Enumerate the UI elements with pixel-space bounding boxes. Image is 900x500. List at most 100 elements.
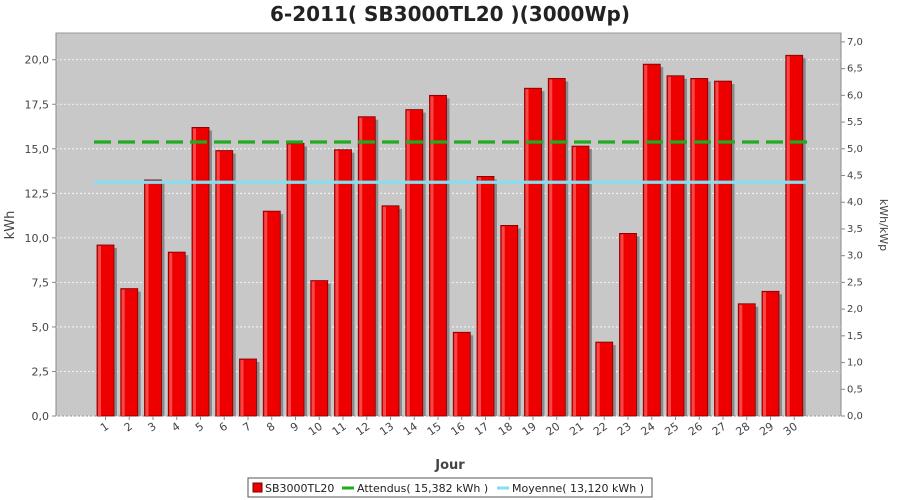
x-tick-label: 17: [472, 420, 491, 439]
x-tick-label: 27: [710, 420, 729, 439]
x-tick-label: 1: [98, 420, 111, 435]
x-axis-label: Jour: [434, 458, 465, 473]
x-tick-label: 14: [401, 420, 420, 439]
y2-tick-label: 5,0: [847, 144, 863, 155]
legend-bar-label: SB3000TL20: [265, 482, 334, 495]
y2-tick-label: 2,5: [847, 277, 863, 288]
x-tick-label: 26: [686, 420, 705, 439]
legend-attendus-label: Attendus( 15,382 kWh ): [357, 482, 488, 495]
bar-highlight: [240, 359, 244, 416]
bar-highlight: [216, 151, 220, 417]
bar-highlight: [193, 128, 196, 417]
x-tick-label: 23: [615, 420, 634, 439]
y-tick-label: 15,0: [25, 143, 50, 156]
bar-highlight: [715, 82, 719, 417]
y2-tick-label: 6,5: [847, 64, 863, 75]
x-tick-label: 19: [520, 420, 539, 439]
y-tick-label: 20,0: [25, 54, 50, 67]
x-tick-label: 29: [757, 420, 776, 439]
bar-highlight: [145, 180, 149, 416]
x-tick-label: 10: [306, 420, 325, 439]
x-tick-label: 4: [169, 420, 182, 435]
y-tick-label: 12,5: [25, 187, 50, 200]
y2-tick-label: 4,5: [847, 171, 863, 182]
y2-tick-label: 1,5: [847, 331, 863, 342]
x-tick-label: 15: [425, 420, 444, 439]
bar-highlight: [786, 56, 790, 416]
x-tick-label: 9: [288, 420, 301, 435]
y2-axis-ticks: 0,0 0,5 1,0 1,5 2,0 2,5 3,0 3,5 4,0 4,5 5,0 5,5 6,0 6…: [841, 37, 863, 422]
legend-bar-swatch: [252, 482, 263, 493]
bar-highlight: [335, 150, 339, 416]
bar-highlight: [430, 96, 434, 416]
y-tick-label: 2,5: [32, 365, 50, 378]
y2-tick-label: 6,0: [847, 90, 863, 101]
bar-highlight: [478, 177, 481, 416]
bar-highlight: [739, 304, 743, 416]
x-tick-label: 7: [241, 420, 254, 435]
y-tick-label: 5,0: [32, 321, 50, 334]
x-tick-label: 12: [354, 420, 373, 439]
x-tick-label: 2: [122, 420, 135, 435]
y2-tick-label: 4,0: [847, 197, 863, 208]
x-axis-ticks: 1 2 3 4 5 6 7 8 9 10 11 12 13 14 15 16 17 18 19 20 21 22 23 24 2…: [98, 416, 800, 438]
bar-highlight: [691, 79, 695, 416]
y-tick-label: 10,0: [25, 232, 50, 245]
bar-highlight: [573, 147, 576, 417]
y2-tick-label: 5,5: [847, 117, 863, 128]
y2-tick-label: 2,0: [847, 304, 863, 315]
bar-highlight: [454, 333, 458, 416]
x-tick-label: 5: [193, 420, 206, 435]
x-tick-label: 28: [734, 420, 753, 439]
x-tick-label: 6: [217, 420, 230, 435]
bar-highlight: [644, 65, 648, 417]
y2-tick-label: 0,0: [847, 411, 863, 422]
x-tick-label: 13: [377, 420, 396, 439]
bar-highlight: [620, 234, 624, 416]
bar-highlight: [169, 253, 173, 416]
bar-highlight: [288, 144, 291, 416]
x-tick-label: 24: [639, 420, 658, 439]
bar-highlight: [763, 292, 766, 416]
x-tick-label: 3: [146, 420, 159, 435]
y2-tick-label: 0,5: [847, 384, 863, 395]
x-tick-label: 20: [544, 420, 563, 439]
x-tick-label: 16: [449, 420, 468, 439]
y2-tick-label: 3,0: [847, 251, 863, 262]
bar-highlight: [549, 79, 553, 416]
y2-tick-label: 3,5: [847, 224, 863, 235]
legend: SB3000TL20 Attendus( 15,382 kWh ) Moyenn…: [247, 477, 653, 498]
bar-highlight: [668, 76, 671, 417]
legend-box: [247, 477, 653, 498]
legend-moyenne-label: Moyenne( 13,120 kWh ): [512, 482, 644, 495]
y-axis-label: kWh: [3, 211, 18, 240]
y2-tick-label: 7,0: [847, 37, 863, 48]
x-tick-label: 25: [662, 420, 681, 439]
bars-layer: [96, 54, 806, 417]
y2-tick-label: 1,0: [847, 358, 863, 369]
bar-highlight: [501, 226, 505, 416]
bar-highlight: [359, 117, 363, 416]
bar-highlight: [311, 281, 315, 416]
bar-highlight: [596, 343, 600, 416]
bar-highlight: [525, 89, 529, 416]
reference-lines: [94, 140, 808, 184]
x-tick-label: 22: [591, 420, 610, 439]
y-tick-label: 7,5: [32, 276, 50, 289]
bar-highlight: [264, 212, 268, 416]
x-tick-label: 21: [567, 420, 586, 439]
y-tick-label: 17,5: [25, 98, 50, 111]
x-tick-label: 18: [496, 420, 515, 439]
bar-highlight: [121, 289, 125, 416]
y-tick-label: 0,0: [32, 410, 50, 423]
y2-axis-label: kWh/kWp: [877, 199, 890, 251]
y-axis-ticks: 0,0 2,5 5,0 7,5 10,0 12,5 15,0 17,5 20,0: [25, 54, 56, 423]
bar-highlight: [406, 110, 410, 416]
bar-highlight: [98, 245, 101, 416]
x-tick-label: 11: [330, 420, 349, 439]
bar-highlight: [383, 206, 386, 416]
x-tick-label: 30: [781, 420, 800, 439]
x-tick-label: 8: [264, 420, 277, 435]
